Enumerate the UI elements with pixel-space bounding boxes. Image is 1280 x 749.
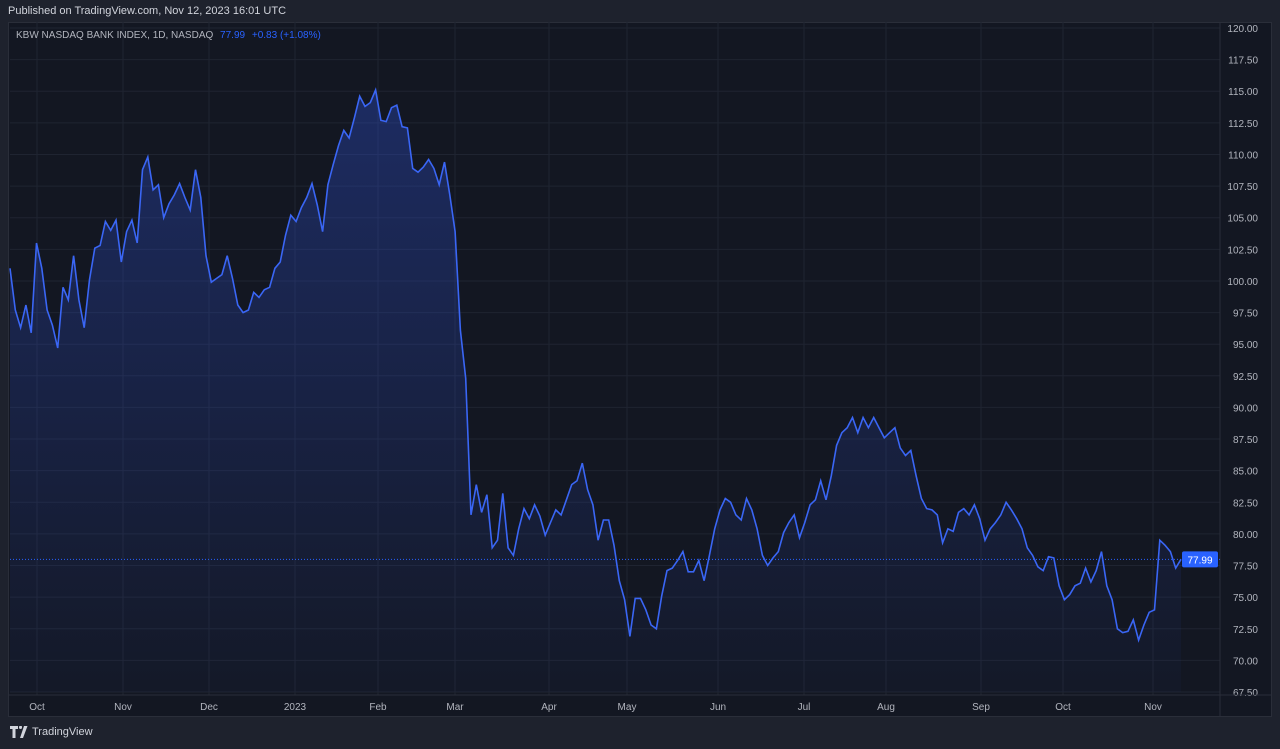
x-tick-label: Nov — [1144, 702, 1162, 713]
x-tick-label: Dec — [200, 702, 218, 713]
symbol-title: KBW NASDAQ BANK INDEX, 1D, NASDAQ — [16, 30, 214, 41]
y-tick-label: 112.50 — [1228, 119, 1258, 130]
last-value: 77.99 — [220, 30, 246, 41]
price-area-fill — [10, 90, 1181, 692]
x-tick-label: Oct — [1055, 702, 1071, 713]
brand-name: TradingView — [32, 726, 93, 738]
y-tick-label: 95.00 — [1233, 340, 1258, 351]
y-tick-label: 107.50 — [1227, 182, 1258, 193]
x-tick-label: Mar — [446, 702, 464, 713]
y-tick-label: 117.50 — [1228, 56, 1258, 67]
x-tick-label: May — [618, 702, 637, 713]
x-tick-label: Aug — [877, 702, 895, 713]
y-tick-label: 115.00 — [1228, 87, 1258, 98]
y-tick-label: 80.00 — [1233, 530, 1258, 541]
tradingview-logo-icon — [10, 726, 28, 738]
y-tick-label: 85.00 — [1233, 467, 1258, 478]
y-tick-label: 105.00 — [1227, 214, 1258, 225]
price-line — [9, 87, 1182, 643]
y-tick-label: 77.50 — [1233, 562, 1258, 573]
y-tick-label: 82.50 — [1233, 498, 1258, 509]
x-tick-label: Jul — [798, 702, 811, 713]
y-tick-label: 75.00 — [1233, 593, 1258, 604]
y-tick-label: 120.00 — [1227, 24, 1258, 35]
y-tick-label: 70.00 — [1233, 656, 1258, 667]
last-price-label-box — [1182, 551, 1218, 568]
y-tick-label: 110.00 — [1228, 150, 1258, 161]
x-tick-label: Jun — [710, 702, 726, 713]
y-tick-label: 67.50 — [1233, 688, 1258, 699]
y-tick-label: 100.00 — [1227, 277, 1258, 288]
y-tick-label: 90.00 — [1233, 403, 1258, 414]
symbol-legend: KBW NASDAQ BANK INDEX, 1D, NASDAQ 77.99 … — [16, 30, 321, 41]
y-tick-label: 92.50 — [1233, 372, 1258, 383]
x-tick-label: Nov — [114, 702, 132, 713]
y-tick-label: 97.50 — [1233, 309, 1258, 320]
y-tick-label: 72.50 — [1233, 625, 1258, 636]
y-tick-label: 87.50 — [1233, 435, 1258, 446]
x-tick-label: 2023 — [284, 702, 307, 713]
footer-brand[interactable]: TradingView — [10, 726, 93, 738]
y-tick-label: 102.50 — [1227, 245, 1258, 256]
x-tick-label: Feb — [369, 702, 387, 713]
change-value: +0.83 (+1.08%) — [251, 30, 321, 41]
x-tick-label: Oct — [29, 702, 45, 713]
x-tick-label: Sep — [972, 702, 990, 713]
y-axis: 120.00 117.50 115.00 112.50 110.00 107.50 105.… — [1219, 22, 1258, 716]
x-axis: Oct Nov Dec 2023 Feb Mar Apr May Jun Jul Aug Sep Oct… — [8, 694, 1272, 713]
x-tick-label: Apr — [541, 702, 557, 713]
last-price-label: 77.99 — [1187, 555, 1212, 566]
published-timestamp: Published on TradingView.com, Nov 12, 20… — [8, 5, 287, 17]
